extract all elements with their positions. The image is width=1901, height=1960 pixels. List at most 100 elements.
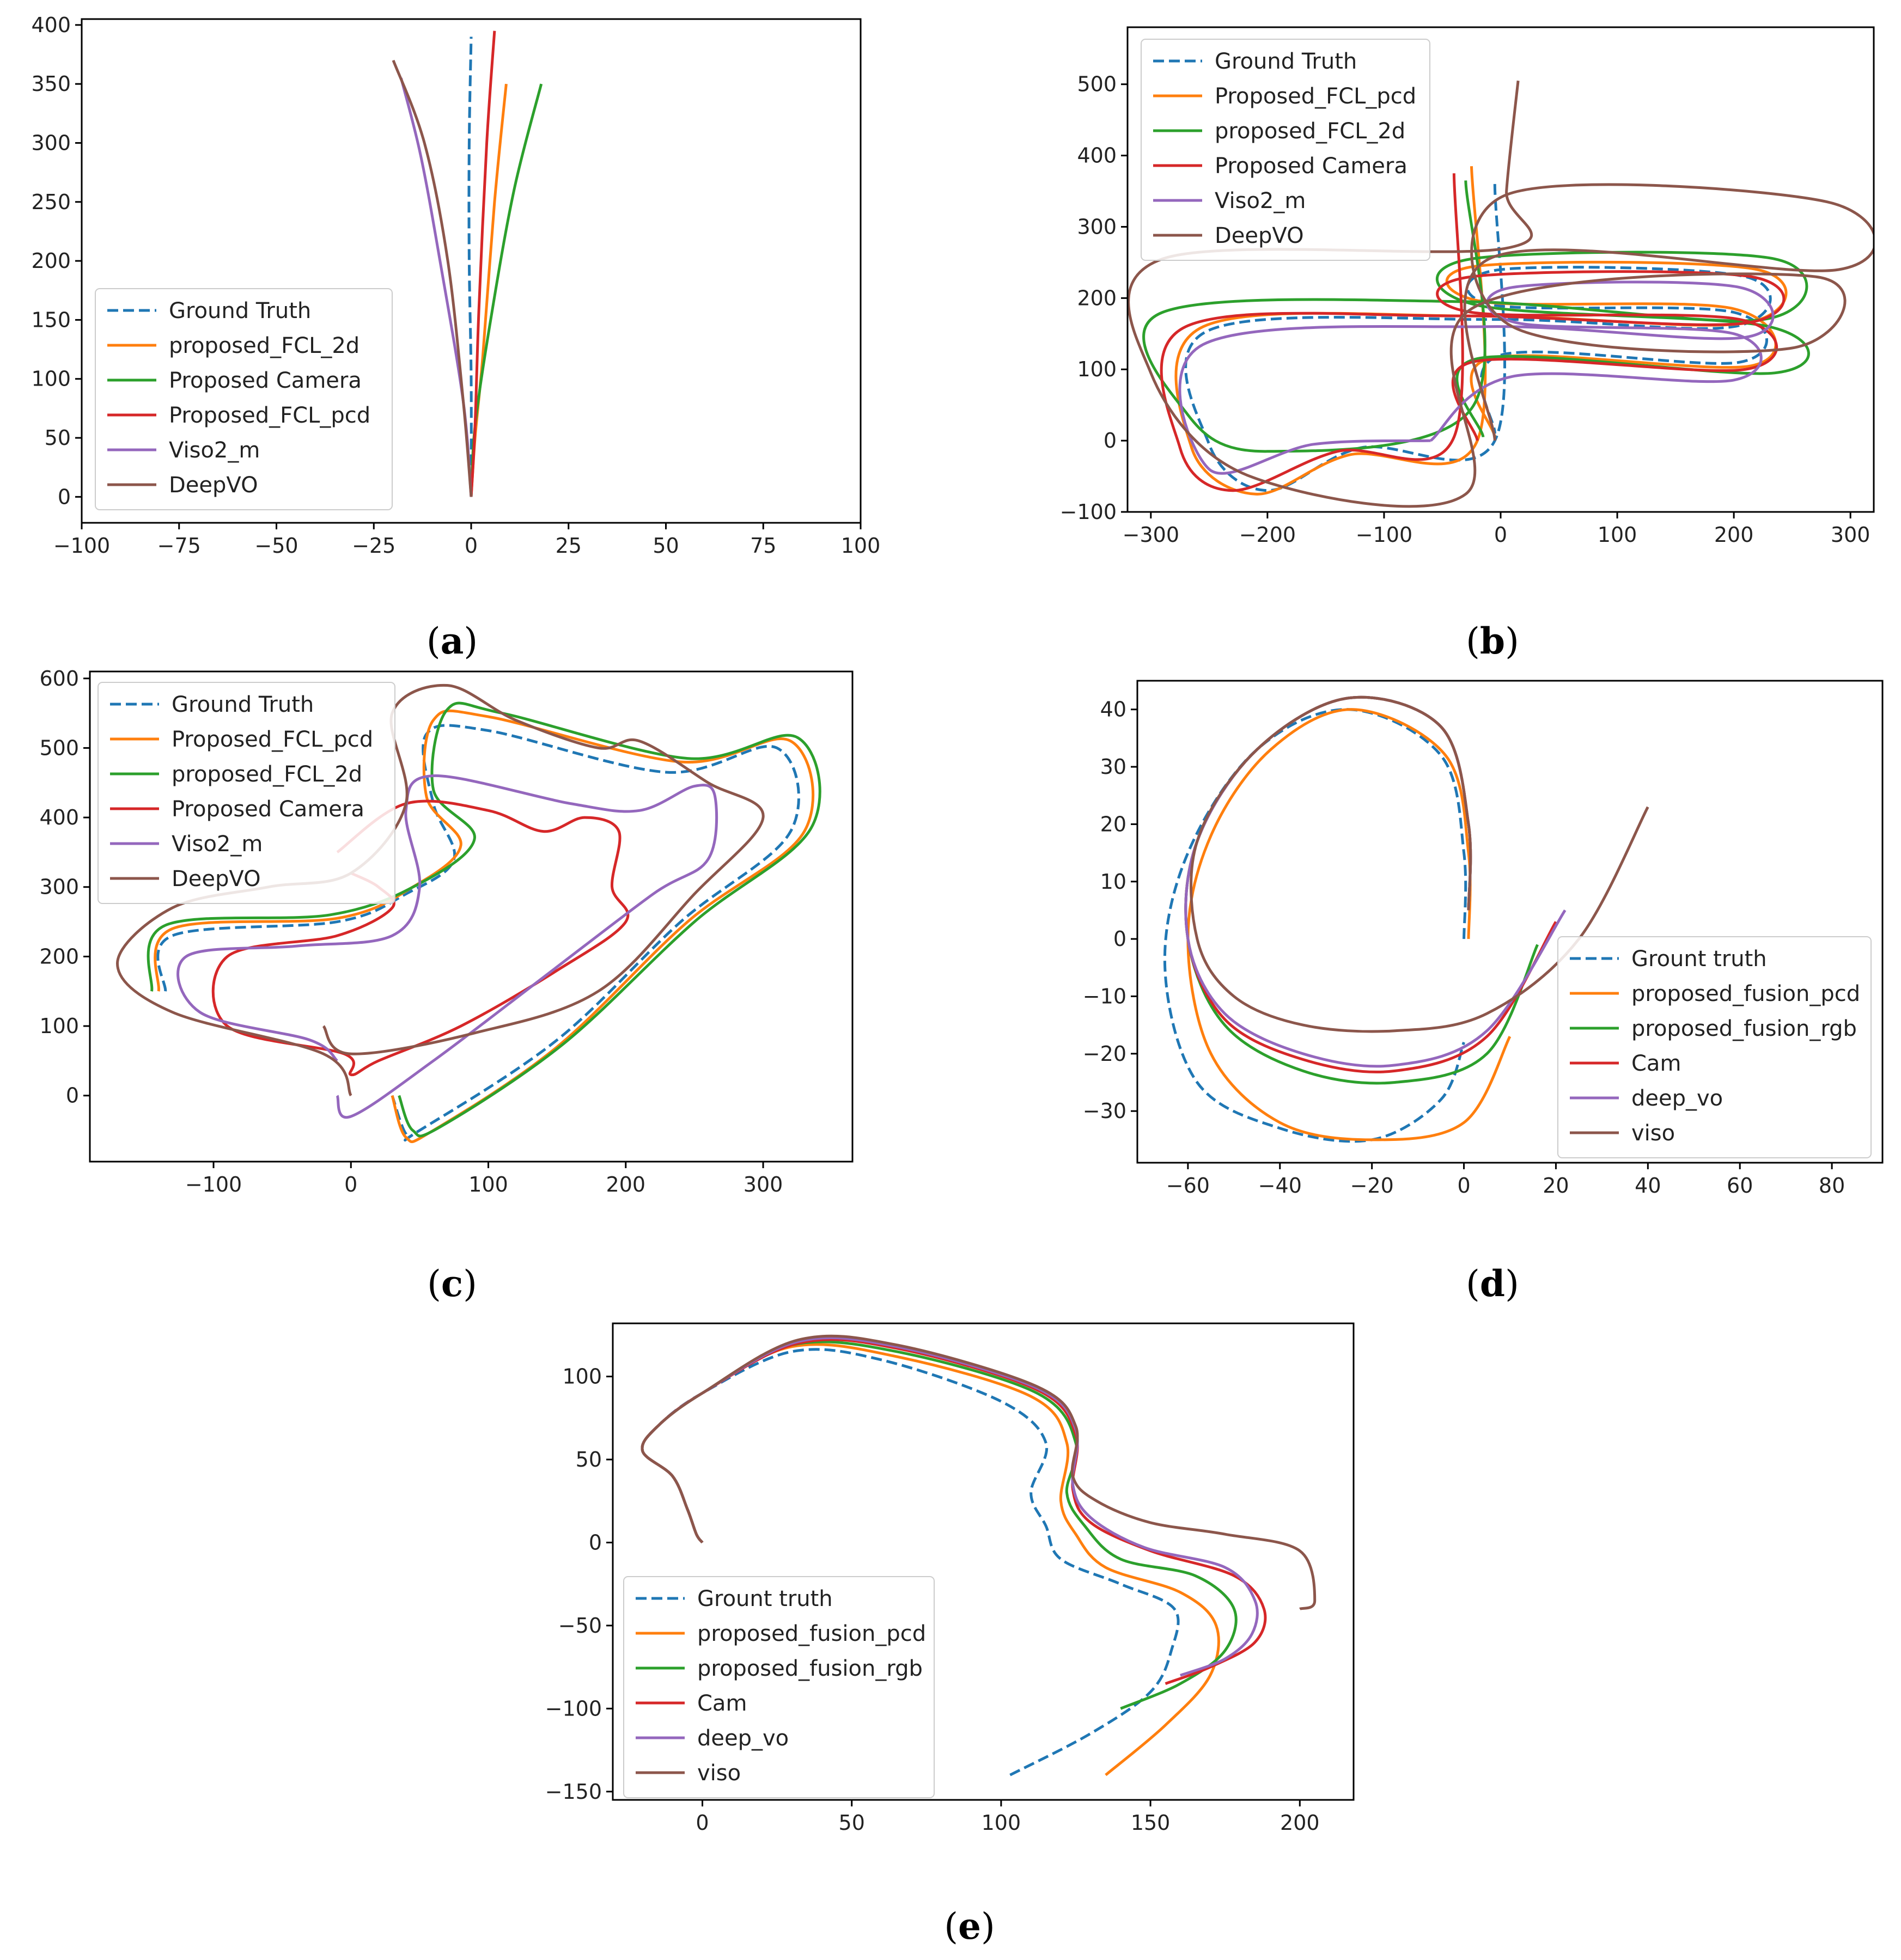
chart-e-legend-label-4: deep_vo [697, 1726, 789, 1751]
chart-a-ytick-label-1: 50 [45, 426, 71, 450]
chart-d-ytick-label-7: 40 [1100, 698, 1126, 722]
chart-a-xtick-label-6: 50 [653, 534, 679, 558]
chart-d-xtick-label-6: 60 [1727, 1174, 1753, 1198]
chart-d-ytick-label-5: 20 [1100, 812, 1126, 836]
chart-b-legend-label-3: Proposed Camera [1215, 154, 1408, 179]
chart-b-xtick-label-4: 100 [1598, 523, 1637, 547]
chart-a-series-5 [392, 59, 473, 497]
chart-c-frame [89, 670, 854, 1163]
chart-d-legend-label-1: proposed_fusion_pcd [1631, 981, 1860, 1006]
chart-e-legend-label-3: Cam [697, 1691, 747, 1716]
chart-d-series-0 [1163, 708, 1467, 1143]
chart-a-legend-label-1: proposed_FCL_2d [169, 333, 360, 358]
chart-a-xtick-label-4: 0 [465, 534, 478, 558]
chart-c-legend-label-5: DeepVO [172, 866, 261, 892]
chart-a-xtick-label-2: −50 [254, 534, 298, 558]
chart-b-xtick-label-6: 300 [1831, 523, 1870, 547]
chart-a-legend-label-5: DeepVO [169, 473, 258, 498]
caption-b-letter: b [1480, 620, 1505, 662]
chart-a-legend-box [95, 288, 393, 510]
chart-c-legend-label-2: proposed_FCL_2d [172, 762, 362, 787]
chart-d-plot: −60 −40 −20 0 20 40 60 80 −30 −20 −10 0 10 20 30 40 Grou… [1083, 680, 1884, 1198]
chart-b-legend-label-2: proposed_FCL_2d [1215, 119, 1405, 144]
chart-b-series-0 [1184, 184, 1772, 492]
chart-a-legend-label-4: Viso2_m [169, 438, 260, 463]
chart-d-frame [1136, 680, 1884, 1164]
chart-a-legend: Ground Truth proposed_FCL_2d Proposed Came… [95, 288, 393, 510]
chart-b-series-2 [1142, 180, 1810, 453]
chart-d-legend-box [1557, 936, 1872, 1158]
caption-e-letter: e [958, 1905, 981, 1947]
chart-b-xtick-label-5: 200 [1714, 523, 1754, 547]
chart-c-series-5 [116, 683, 765, 1097]
chart-e-legend: Grount truth proposed_fusion_pcd proposed_… [623, 1576, 935, 1798]
chart-e-xtick-label-4: 200 [1280, 1811, 1320, 1835]
caption-b: (b) [1466, 620, 1519, 662]
caption-d-letter: d [1480, 1262, 1505, 1305]
chart-c-ytick-label-0: 0 [66, 1084, 79, 1108]
chart-b-legend-label-1: Proposed_FCL_pcd [1215, 84, 1416, 109]
caption-d: (d) [1466, 1262, 1519, 1305]
chart-c-legend-label-1: Proposed_FCL_pcd [172, 727, 373, 752]
chart-b-ytick-label-2: 100 [1077, 357, 1117, 381]
chart-d-ytick-label-3: 0 [1113, 927, 1126, 951]
chart-d-xtick-label-3: 0 [1457, 1174, 1470, 1198]
chart-b-legend: Ground Truth Proposed_FCL_pcd proposed_FCL… [1141, 39, 1430, 261]
chart-e-ytick-label-2: −50 [558, 1614, 602, 1638]
chart-c-ytick-label-5: 500 [39, 736, 79, 760]
chart-d-ytick-label-2: −10 [1083, 984, 1126, 1008]
chart-d-legend-label-4: deep_vo [1631, 1086, 1723, 1111]
chart-e-ytick-label-5: 100 [562, 1365, 602, 1389]
chart-a-plot: −100 −75 −50 −25 0 25 50 75 100 0 50 100 150 200 250 30… [31, 13, 880, 558]
chart-d-legend-label-3: Cam [1631, 1051, 1681, 1076]
chart-b-series-3 [1160, 173, 1786, 492]
chart-d-ytick-label-1: −20 [1083, 1042, 1126, 1066]
chart-e-ytick-label-1: −100 [545, 1696, 602, 1720]
chart-d-legend-label-0: Grount truth [1631, 947, 1767, 972]
chart-d-series-1 [1186, 708, 1512, 1141]
chart-c-plot: −100 0 100 200 300 0 100 200 300 400 500 600 Ground … [39, 667, 854, 1196]
chart-b-legend-label-0: Ground Truth [1215, 49, 1357, 74]
chart-e-xtick-label-2: 100 [982, 1811, 1021, 1835]
chart-c-ytick-label-4: 400 [39, 805, 79, 829]
chart-d-xtick-label-7: 80 [1819, 1174, 1845, 1198]
chart-a-xtick-label-5: 25 [556, 534, 582, 558]
chart-b-ytick-label-3: 200 [1077, 286, 1117, 310]
chart-e-legend-label-1: proposed_fusion_pcd [697, 1621, 926, 1646]
chart-d-legend-label-5: viso [1631, 1121, 1675, 1146]
chart-c-series-1 [154, 709, 815, 1143]
chart-a-legend-label-3: Proposed_FCL_pcd [169, 403, 370, 428]
chart-a-xtick-label-3: −25 [352, 534, 395, 558]
chart-c-xtick-label-1: 0 [344, 1173, 357, 1196]
chart-b-xtick-label-2: −100 [1356, 523, 1412, 547]
chart-a-ytick-label-4: 200 [31, 249, 71, 273]
chart-c-legend: Ground Truth Proposed_FCL_pcd proposed_FCL… [98, 682, 395, 904]
caption-c-letter: c [441, 1262, 463, 1305]
chart-a-xtick-label-0: −100 [53, 534, 110, 558]
chart-b-ytick-label-6: 500 [1077, 72, 1117, 96]
panel-c: −100 0 100 200 300 0 100 200 300 400 500 600 Ground … [39, 667, 854, 1305]
chart-c-legend-label-0: Ground Truth [172, 692, 314, 717]
chart-a-legend-label-2: Proposed Camera [169, 368, 362, 393]
chart-e-xtick-label-0: 0 [696, 1811, 709, 1835]
chart-a-series-0 [467, 36, 473, 497]
chart-a-series-group [392, 30, 543, 497]
panel-d: −60 −40 −20 0 20 40 60 80 −30 −20 −10 0 10 20 30 40 Grou… [1083, 680, 1884, 1305]
chart-e-xtick-label-1: 50 [839, 1811, 865, 1835]
chart-d-xtick-label-0: −60 [1166, 1174, 1210, 1198]
chart-c-series-4 [176, 774, 718, 1119]
chart-c-series-group [116, 683, 821, 1143]
chart-c-series-2 [147, 701, 821, 1138]
chart-d-ytick-label-4: 10 [1100, 870, 1126, 894]
chart-a-xtick-label-8: 100 [841, 534, 881, 558]
chart-c-xtick-label-2: 100 [468, 1173, 508, 1196]
chart-e-legend-box [623, 1576, 935, 1798]
chart-a-ytick-label-6: 300 [31, 131, 71, 155]
chart-d-series-5 [1190, 695, 1649, 1033]
chart-e-plot: 0 50 100 150 200 −150 −100 −50 0 50 100 Grount trut… [545, 1322, 1355, 1835]
chart-d-xtick-label-5: 40 [1635, 1174, 1661, 1198]
chart-e-ytick-label-4: 50 [576, 1448, 602, 1471]
chart-e-ytick-label-0: −150 [545, 1780, 602, 1804]
chart-b-xtick-label-1: −200 [1239, 523, 1296, 547]
